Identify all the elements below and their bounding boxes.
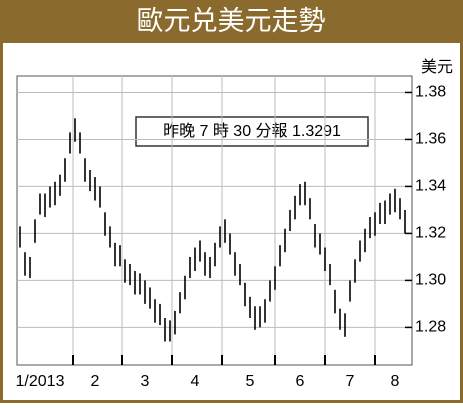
y-tick-label: 1.34 <box>415 178 446 195</box>
x-tick-label: 7 <box>346 373 355 390</box>
x-tick-label: 3 <box>141 373 150 390</box>
x-tick-label: 6 <box>296 373 305 390</box>
y-tick-label: 1.38 <box>415 84 446 101</box>
annotation-box <box>135 116 369 147</box>
y-axis-label: 美元 <box>421 58 453 76</box>
x-tick-label: 2 <box>91 373 100 390</box>
month-ticks <box>72 355 376 365</box>
chart-title: 歐元兑美元走勢 <box>137 6 326 36</box>
title-bar <box>0 0 463 43</box>
y-tick-label: 1.32 <box>415 225 446 242</box>
x-tick-label: 5 <box>246 373 255 390</box>
x-tick-label: 8 <box>391 373 400 390</box>
y-tick-label: 1.30 <box>415 272 446 289</box>
x-tick-label: 4 <box>191 373 200 390</box>
x-tick-label: 1/2013 <box>16 373 65 390</box>
annotation: 昨晚 7 時 30 分報 1.3291 <box>163 122 341 140</box>
y-tick-label: 1.36 <box>415 131 446 148</box>
y-tick-label: 1.28 <box>415 319 446 336</box>
